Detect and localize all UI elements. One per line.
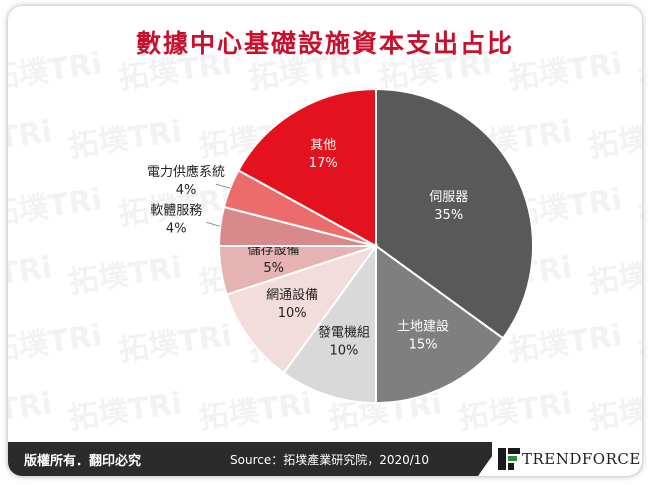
- chart-frame: 拓墣TRi 拓墣TRi 拓墣TRi 拓墣TRi 拓墣TRi 拓墣TRi 拓墣TRi 拓墣TRi…: [8, 6, 642, 476]
- slice-value-label: 4%: [166, 221, 187, 236]
- slice-value-label: 15%: [409, 337, 438, 352]
- slice-value-label: 5%: [263, 261, 284, 276]
- slice-label: 軟體服務: [150, 202, 202, 218]
- leader-line: [206, 221, 221, 227]
- slice-label: 其他: [310, 138, 336, 153]
- chart-title: 數據中心基礎設施資本支出占比: [135, 29, 514, 58]
- slice-label: 土地建設: [397, 318, 449, 334]
- slice-value-label: 4%: [176, 183, 197, 198]
- slice-value-label: 17%: [309, 156, 338, 171]
- pie-slice: [375, 87, 534, 340]
- slice-label: 伺服器: [429, 190, 468, 205]
- slice-label: 電力供應系統: [147, 164, 225, 180]
- slice-label: 網通設備: [266, 287, 318, 303]
- pie-slice: [237, 87, 377, 248]
- trendforce-logo: TRENDFORCE: [492, 442, 642, 476]
- trendforce-logo-icon: [498, 448, 520, 470]
- slice-value-label: 35%: [434, 208, 463, 223]
- slice-value-label: 10%: [330, 344, 359, 359]
- footer-bar: 版權所有．翻印必究 Source：拓墣產業研究院，2020/10 TRENDFO…: [8, 442, 642, 476]
- slice-value-label: 10%: [278, 306, 307, 321]
- slice-label: 發電機組: [318, 326, 370, 341]
- pie-chart: 伺服器35%土地建設15%發電機組10%網通設備10%儲存設備5%軟體服務4%電…: [147, 87, 534, 405]
- source-text: Source：拓墣產業研究院，2020/10: [230, 453, 430, 467]
- pie-slice: [282, 242, 377, 405]
- leader-line: [215, 183, 231, 189]
- logo-text: TRENDFORCE: [522, 450, 641, 468]
- pie-slice: [225, 244, 379, 375]
- copyright-text: 版權所有．翻印必究: [24, 454, 142, 469]
- pie-slice: [375, 244, 505, 405]
